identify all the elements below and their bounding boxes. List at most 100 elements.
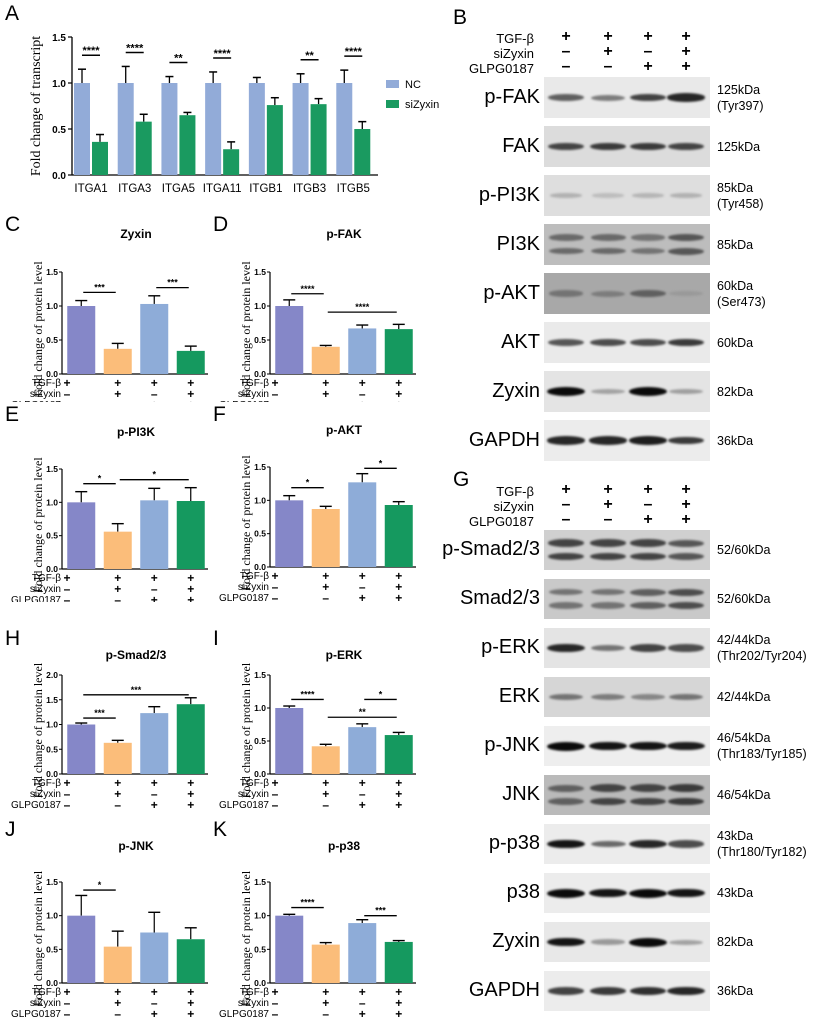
panel-label-f: F [213,403,226,426]
band [590,602,626,609]
band [629,93,667,102]
bar-group-4 [384,735,413,774]
bar-group-3 [140,932,169,983]
western-blot-panel-b: TGF-β + + + + siZyxin – + – + GLPG0187– – + + p-FAK 125… [430,0,825,465]
band [547,643,585,653]
condition-sign: + [114,776,121,790]
condition-sign: – [64,593,71,602]
y-tick-label: 0.0 [46,769,58,779]
band [629,644,667,652]
condition-sign: + [395,580,402,594]
blot-strip-p-jnk [544,726,710,766]
panel-label-i: I [213,627,219,650]
y-tick-label: 1.5 [52,33,66,44]
bar-group-2 [311,509,340,567]
blot-strip-p-pi3k [544,175,710,216]
y-axis-title: Fold change of protein level [31,662,45,798]
condition-sign: + [114,985,121,999]
condition-sign: + [681,496,691,513]
bar-sizyxin-itga3 [135,121,152,175]
condition-sign: + [187,798,194,812]
blot-strip-gapdh [544,420,710,461]
band [630,247,666,255]
condition-sign: + [322,787,329,801]
blot-protein-label: Zyxin [492,379,540,402]
bar-group-2 [103,742,132,774]
band [547,387,585,396]
x-tick-label: ITGB3 [293,183,326,195]
blot-strip-p38 [544,873,710,913]
condition-row: siZyxin – + – + [430,496,825,514]
condition-sign: + [187,776,194,790]
band [547,937,585,947]
blot-strip-jnk [544,775,710,815]
band [547,888,585,898]
condition-sign: – [151,387,158,401]
legend-swatch [386,100,399,108]
band [548,798,584,805]
bar-sizyxin-itga1 [92,141,108,175]
significance-marker: ** [305,50,314,62]
blot-protein-label: PI3K [496,232,540,255]
condition-sign: + [322,569,329,583]
x-tick-label: ITGA3 [118,183,151,195]
condition-sign: + [643,511,653,528]
plot: p-JNK Fold change of protein level 0.0 0.5 1… [11,839,208,1018]
band [590,589,626,596]
band [667,784,705,793]
condition-sign: + [681,58,691,75]
band [668,539,704,547]
significance-marker: *** [94,708,105,718]
condition-sign: + [63,376,70,390]
condition-sign: + [395,996,402,1010]
band [669,193,703,198]
band [668,247,704,255]
band [547,839,585,849]
blot-strip-p-p38 [544,824,710,864]
band [547,987,585,995]
blot-protein-label: JNK [502,783,540,805]
band [548,693,584,701]
band [669,388,703,395]
y-tick-label: 0.0 [254,769,266,779]
band [668,601,704,610]
molecular-weight-label: 52/60kDa [717,592,771,606]
condition-sign: – [603,511,613,528]
band [630,588,666,596]
band [590,644,626,652]
condition-sign: – [561,58,571,75]
condition-sign: – [272,787,279,801]
blot-protein-label: p-p38 [488,832,540,854]
condition-sign: + [395,798,402,812]
blot-protein-label: Zyxin [492,930,540,952]
condition-sign: + [187,996,194,1010]
condition-sign: + [187,387,194,401]
condition-sign: + [63,571,70,585]
band [629,987,667,995]
y-tick-label: 0.0 [46,978,58,988]
bar-group-2 [103,531,132,569]
condition-sign: + [187,985,194,999]
condition-label: siZyxin [238,998,269,1009]
condition-sign: – [322,398,329,402]
y-tick-label: 1.5 [254,670,266,680]
condition-sign: + [151,1007,158,1018]
chart-title: Zyxin [120,227,151,241]
condition-sign: + [187,1007,194,1018]
condition-sign: + [681,511,691,528]
x-tick-label: ITGA5 [162,183,195,195]
x-tick-label: ITGA11 [203,183,242,195]
condition-sign: + [395,985,402,999]
significance-marker: ** [359,707,367,717]
band [668,693,704,701]
molecular-weight-label: 60kDa (Ser473) [717,278,766,309]
blot-strip-smad2-3 [544,579,710,619]
band [589,888,627,898]
bar-group-4 [176,704,205,774]
bar-group-2 [311,346,340,374]
band [630,338,666,347]
y-tick-label: 0.5 [46,744,58,754]
significance-marker: **** [355,302,370,312]
y-axis-title: Fold change of protein level [239,261,253,397]
blot-protein-label: p38 [506,881,540,903]
